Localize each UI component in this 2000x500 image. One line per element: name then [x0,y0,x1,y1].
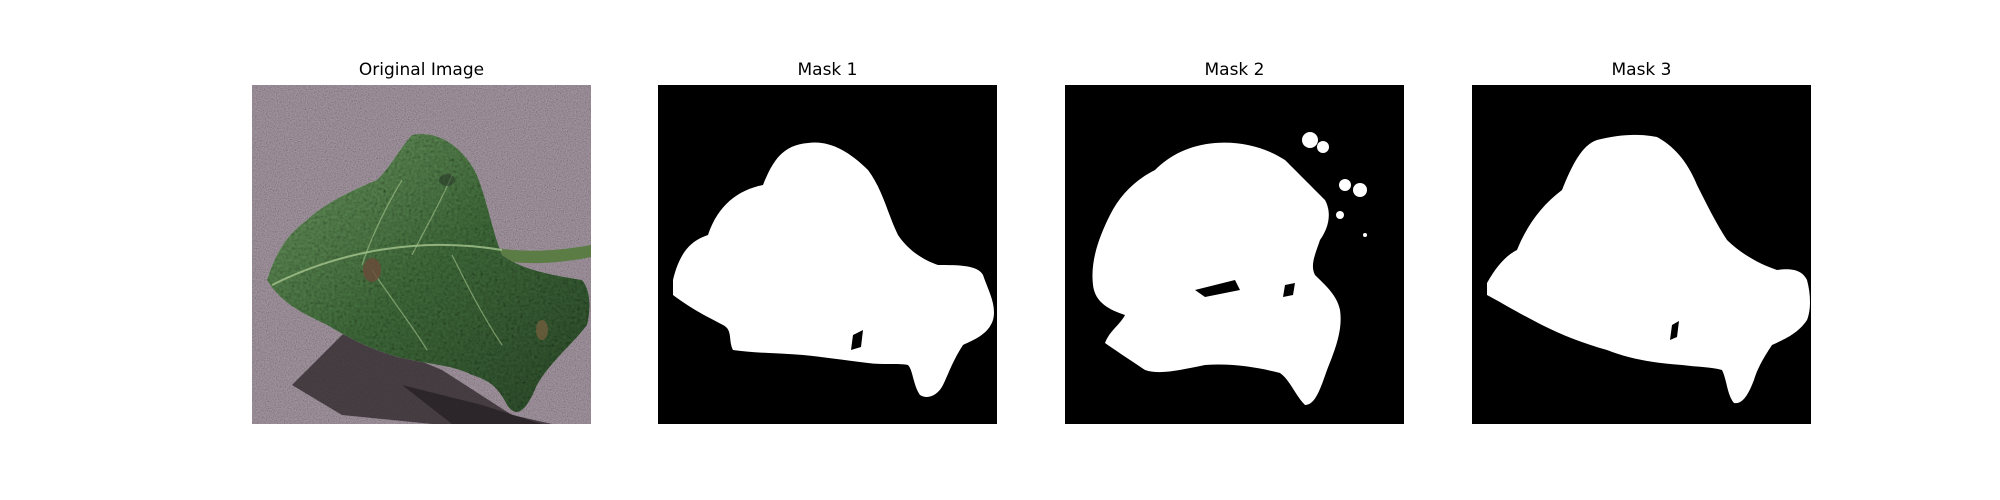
mask-2-panel: Mask 2 [1065,55,1404,424]
mask-1-panel: Mask 1 [658,55,997,424]
mask-1-image [658,85,997,424]
mask-2-image [1065,85,1404,424]
original-image-panel: Original Image [252,55,591,424]
mask-3-image [1472,85,1811,424]
original-leaf-photo [252,85,591,424]
panel-title: Mask 1 [797,60,858,80]
panel-title: Original Image [358,60,485,80]
panel-title: Mask 3 [1611,60,1672,80]
mask-3-panel: Mask 3 [1472,55,1811,424]
panel-title: Mask 2 [1204,60,1265,80]
